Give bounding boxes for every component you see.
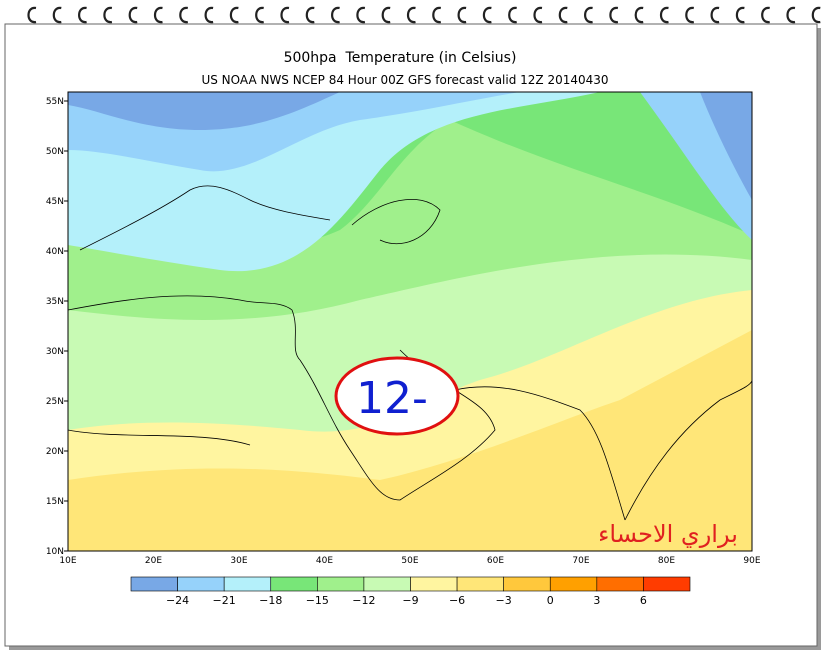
ring	[659, 6, 669, 24]
map-frame	[67, 91, 753, 552]
colorbar-label: −21	[213, 594, 236, 607]
colorbar-label: 0	[547, 594, 554, 607]
ring	[786, 6, 796, 24]
ring	[27, 6, 37, 24]
band	[68, 330, 752, 551]
spiral-binding	[27, 6, 821, 24]
lat-label: 15N	[46, 497, 64, 507]
ring	[710, 6, 720, 24]
colorbar-box	[549, 576, 598, 592]
band	[68, 92, 752, 240]
colorbar-label: −12	[352, 594, 375, 607]
colorbar-label: 3	[593, 594, 600, 607]
map-title: 500hpa Temperature (in Celsius)	[284, 50, 517, 66]
lon-label: 80E	[658, 556, 675, 566]
colorbar-box	[130, 576, 178, 592]
lat-label: 45N	[46, 197, 64, 207]
ring	[457, 6, 467, 24]
lat-label: 10N	[46, 547, 64, 557]
ring	[381, 6, 391, 24]
lat-label: 35N	[46, 297, 64, 307]
colorbar-label: −3	[496, 594, 512, 607]
ring	[204, 6, 214, 24]
ring	[52, 6, 62, 24]
lat-label: 50N	[46, 147, 64, 157]
ring	[584, 6, 593, 24]
ring	[558, 6, 568, 24]
lon-label: 50E	[401, 556, 418, 566]
lon-label: 30E	[230, 556, 247, 566]
ring	[609, 6, 619, 24]
highlight-ellipse	[334, 356, 460, 436]
annotation: 12-	[356, 373, 428, 424]
colorbar: −24 −21 −18 −15 −12 −9 −6 −3 0 3 6	[130, 576, 691, 607]
ring	[179, 6, 189, 24]
colorbar-label: −6	[449, 594, 465, 607]
temperature-field	[68, 92, 752, 551]
ring	[482, 6, 492, 24]
colorbar-label: −15	[306, 594, 329, 607]
colorbar-box	[643, 576, 691, 592]
ring	[508, 6, 517, 24]
colorbar-box	[270, 576, 318, 592]
watermark: براري الاحساء	[598, 520, 738, 548]
ring	[735, 6, 745, 24]
ring	[432, 6, 442, 24]
colorbar-box	[456, 576, 504, 592]
ring	[229, 6, 239, 24]
band	[68, 92, 752, 200]
colorbar-box	[410, 576, 458, 592]
map-subtitle: US NOAA NWS NCEP 84 Hour 00Z GFS forecas…	[201, 73, 608, 87]
ring	[356, 6, 366, 24]
lon-label: 40E	[316, 556, 333, 566]
colorbar-label: −9	[402, 594, 418, 607]
ring	[305, 6, 315, 24]
ring	[78, 6, 87, 24]
ring	[331, 6, 340, 24]
ring	[634, 6, 644, 24]
colorbar-box	[596, 576, 644, 592]
lat-label: 55N	[46, 97, 64, 107]
colorbar-box	[317, 576, 365, 592]
colorbar-label: −18	[259, 594, 282, 607]
colorbar-box	[363, 576, 411, 592]
colorbar-box	[503, 576, 551, 592]
lat-label: 30N	[46, 347, 64, 357]
ring	[255, 6, 264, 24]
lon-label: 60E	[487, 556, 504, 566]
ring	[153, 6, 163, 24]
lon-label: 10E	[59, 556, 76, 566]
ring	[761, 6, 770, 24]
colorbar-label: −24	[166, 594, 189, 607]
lon-label: 70E	[572, 556, 589, 566]
colorbar-box	[177, 576, 225, 592]
ring	[280, 6, 290, 24]
lat-label: 40N	[46, 247, 64, 257]
lat-label: 25N	[46, 397, 64, 407]
ring	[533, 6, 543, 24]
colorbar-label: 6	[640, 594, 647, 607]
lon-label: 90E	[743, 556, 760, 566]
colorbar-box	[223, 576, 272, 592]
lon-label: 20E	[145, 556, 162, 566]
ring	[103, 6, 113, 24]
ring	[406, 6, 416, 24]
ring	[811, 6, 821, 24]
lat-label: 20N	[46, 447, 64, 457]
ring	[128, 6, 138, 24]
ring	[685, 6, 695, 24]
